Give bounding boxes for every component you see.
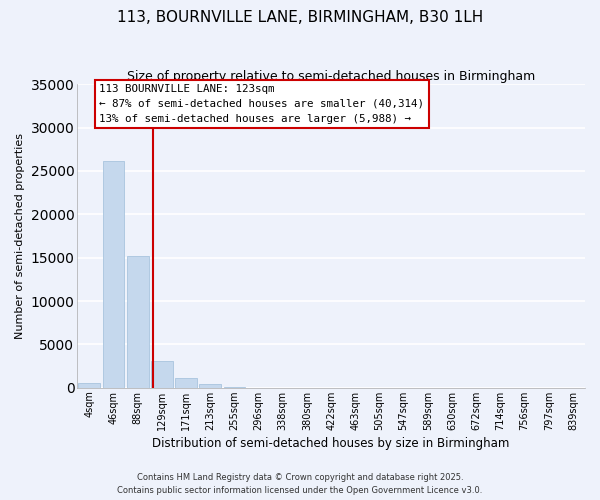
Bar: [175, 378, 197, 388]
Bar: [103, 162, 124, 388]
X-axis label: Distribution of semi-detached houses by size in Birmingham: Distribution of semi-detached houses by …: [152, 437, 510, 450]
Bar: [199, 384, 221, 388]
Bar: [151, 361, 173, 388]
Text: 113 BOURNVILLE LANE: 123sqm
← 87% of semi-detached houses are smaller (40,314)
1: 113 BOURNVILLE LANE: 123sqm ← 87% of sem…: [100, 84, 424, 124]
Y-axis label: Number of semi-detached properties: Number of semi-detached properties: [15, 133, 25, 339]
Bar: [79, 384, 100, 388]
Title: Size of property relative to semi-detached houses in Birmingham: Size of property relative to semi-detach…: [127, 70, 535, 83]
Text: 113, BOURNVILLE LANE, BIRMINGHAM, B30 1LH: 113, BOURNVILLE LANE, BIRMINGHAM, B30 1L…: [117, 10, 483, 25]
Text: Contains HM Land Registry data © Crown copyright and database right 2025.
Contai: Contains HM Land Registry data © Crown c…: [118, 474, 482, 495]
Bar: [224, 387, 245, 388]
Bar: [127, 256, 149, 388]
